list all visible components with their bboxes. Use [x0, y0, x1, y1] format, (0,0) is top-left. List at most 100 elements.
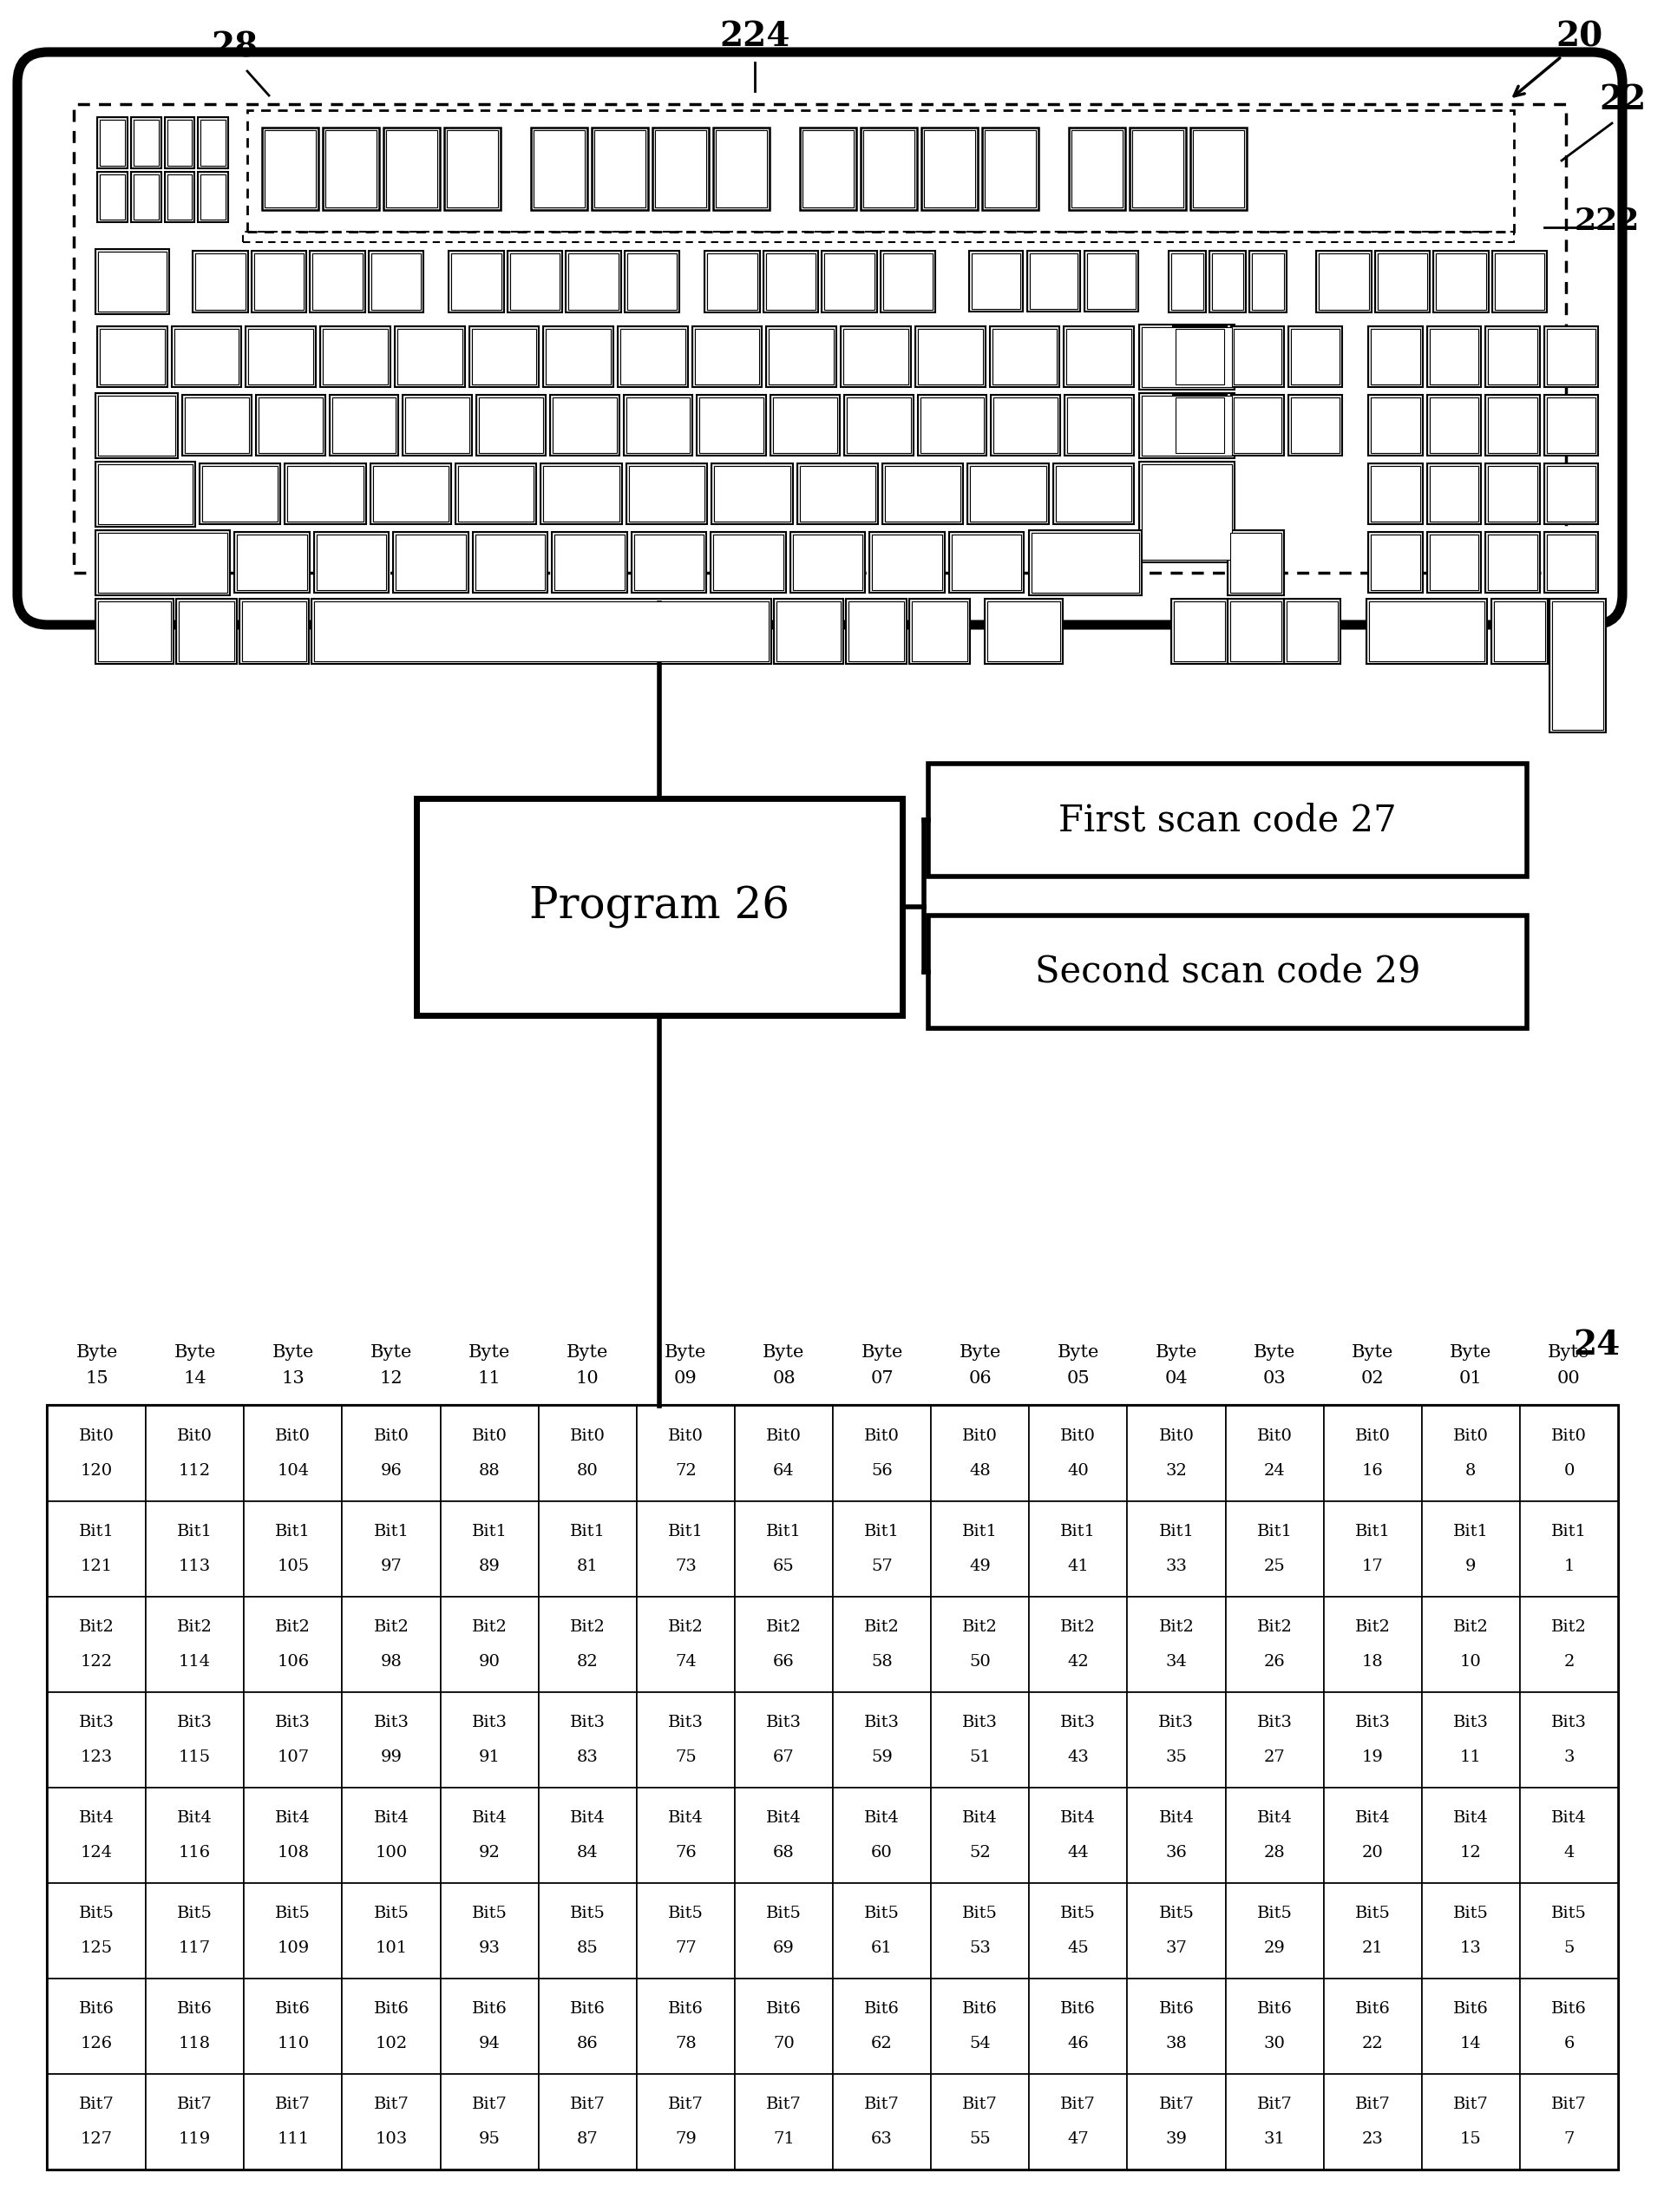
Text: 0: 0 — [1564, 1462, 1574, 1478]
Bar — [767, 327, 837, 387]
Text: Bit5: Bit5 — [569, 1907, 606, 1922]
Bar — [1368, 462, 1423, 524]
Text: 101: 101 — [374, 1940, 408, 1955]
Bar — [1426, 327, 1481, 387]
Bar — [1028, 1597, 1127, 1692]
Bar — [912, 602, 967, 661]
Bar — [1323, 1978, 1421, 2075]
Bar — [1421, 1692, 1519, 1787]
Text: Bit5: Bit5 — [176, 1907, 213, 1922]
Text: Bit0: Bit0 — [275, 1429, 311, 1444]
Bar — [1068, 128, 1125, 210]
Bar — [1323, 1407, 1421, 1502]
Bar — [323, 330, 388, 385]
Text: 60: 60 — [872, 1845, 892, 1860]
Text: Bit3: Bit3 — [275, 1714, 311, 1730]
Bar — [1225, 2075, 1323, 2170]
Text: 91: 91 — [479, 1750, 501, 1765]
Bar — [166, 175, 191, 219]
Text: 7: 7 — [1564, 2132, 1574, 2148]
Bar — [98, 465, 193, 524]
Bar — [406, 398, 469, 453]
Text: 25: 25 — [1263, 1559, 1285, 1575]
Text: Byte: Byte — [1155, 1343, 1198, 1360]
Bar — [146, 1407, 245, 1502]
Text: Bit6: Bit6 — [1551, 2002, 1587, 2017]
Text: 118: 118 — [178, 2035, 211, 2051]
Bar — [181, 396, 251, 456]
Bar — [621, 330, 686, 385]
Bar — [98, 533, 228, 593]
Bar — [539, 1978, 637, 2075]
Text: Bit4: Bit4 — [1354, 1809, 1391, 1825]
Text: Bit6: Bit6 — [176, 2002, 213, 2017]
Bar — [1494, 254, 1544, 310]
Text: Bit4: Bit4 — [275, 1809, 311, 1825]
Text: 124: 124 — [80, 1845, 113, 1860]
Bar — [245, 1597, 343, 1692]
Text: Bit7: Bit7 — [275, 2097, 311, 2112]
Bar — [245, 1882, 343, 1978]
Bar — [331, 398, 396, 453]
Bar — [637, 1692, 735, 1787]
Bar — [932, 1978, 1028, 2075]
Text: Bit0: Bit0 — [176, 1429, 213, 1444]
Text: Bit4: Bit4 — [864, 1809, 900, 1825]
Bar — [1130, 128, 1186, 210]
Bar — [932, 1882, 1028, 1978]
Text: Bit4: Bit4 — [962, 1809, 998, 1825]
Bar — [508, 250, 562, 312]
Text: Bit1: Bit1 — [962, 1524, 998, 1540]
Bar — [383, 128, 439, 210]
Bar — [917, 396, 987, 456]
Bar — [48, 1407, 1617, 2170]
Bar — [919, 330, 982, 385]
Text: 119: 119 — [178, 2132, 211, 2148]
FancyBboxPatch shape — [17, 53, 1622, 624]
Text: 2: 2 — [1564, 1655, 1574, 1670]
Bar — [769, 330, 834, 385]
Text: 69: 69 — [774, 1940, 795, 1955]
Bar — [1228, 531, 1285, 595]
Text: Bit0: Bit0 — [373, 1429, 409, 1444]
Text: 54: 54 — [970, 2035, 990, 2051]
Bar — [479, 398, 542, 453]
Bar — [1519, 2075, 1617, 2170]
Bar — [844, 396, 914, 456]
Bar — [265, 131, 316, 208]
Text: Bit0: Bit0 — [864, 1429, 900, 1444]
Bar — [834, 1597, 932, 1692]
Text: Bit2: Bit2 — [80, 1619, 115, 1635]
Text: 127: 127 — [80, 2132, 113, 2148]
Bar — [98, 252, 166, 312]
Bar — [176, 599, 236, 664]
Text: 20: 20 — [1361, 1845, 1383, 1860]
Text: Bit4: Bit4 — [80, 1809, 115, 1825]
Bar — [594, 131, 646, 208]
Text: Bit1: Bit1 — [80, 1524, 115, 1540]
Bar — [195, 254, 245, 310]
Bar — [48, 1787, 146, 1882]
Bar — [1519, 1597, 1617, 1692]
Bar — [449, 250, 504, 312]
Bar — [1225, 1692, 1323, 1787]
Bar — [992, 330, 1057, 385]
Bar — [146, 2075, 245, 2170]
Bar — [261, 128, 318, 210]
Text: 28: 28 — [211, 31, 258, 64]
Bar — [985, 599, 1063, 664]
Bar — [948, 531, 1023, 593]
Text: 68: 68 — [774, 1845, 794, 1860]
Bar — [1032, 533, 1140, 593]
Bar — [95, 531, 230, 595]
Bar — [368, 250, 423, 312]
Bar — [834, 2075, 932, 2170]
Bar — [882, 462, 963, 524]
Text: 53: 53 — [970, 1940, 990, 1955]
Text: Bit5: Bit5 — [275, 1907, 311, 1922]
Bar — [637, 2075, 735, 2170]
Bar — [1055, 467, 1132, 522]
Text: Bit2: Bit2 — [1453, 1619, 1489, 1635]
Bar — [1323, 1882, 1421, 1978]
Bar — [343, 1882, 441, 1978]
